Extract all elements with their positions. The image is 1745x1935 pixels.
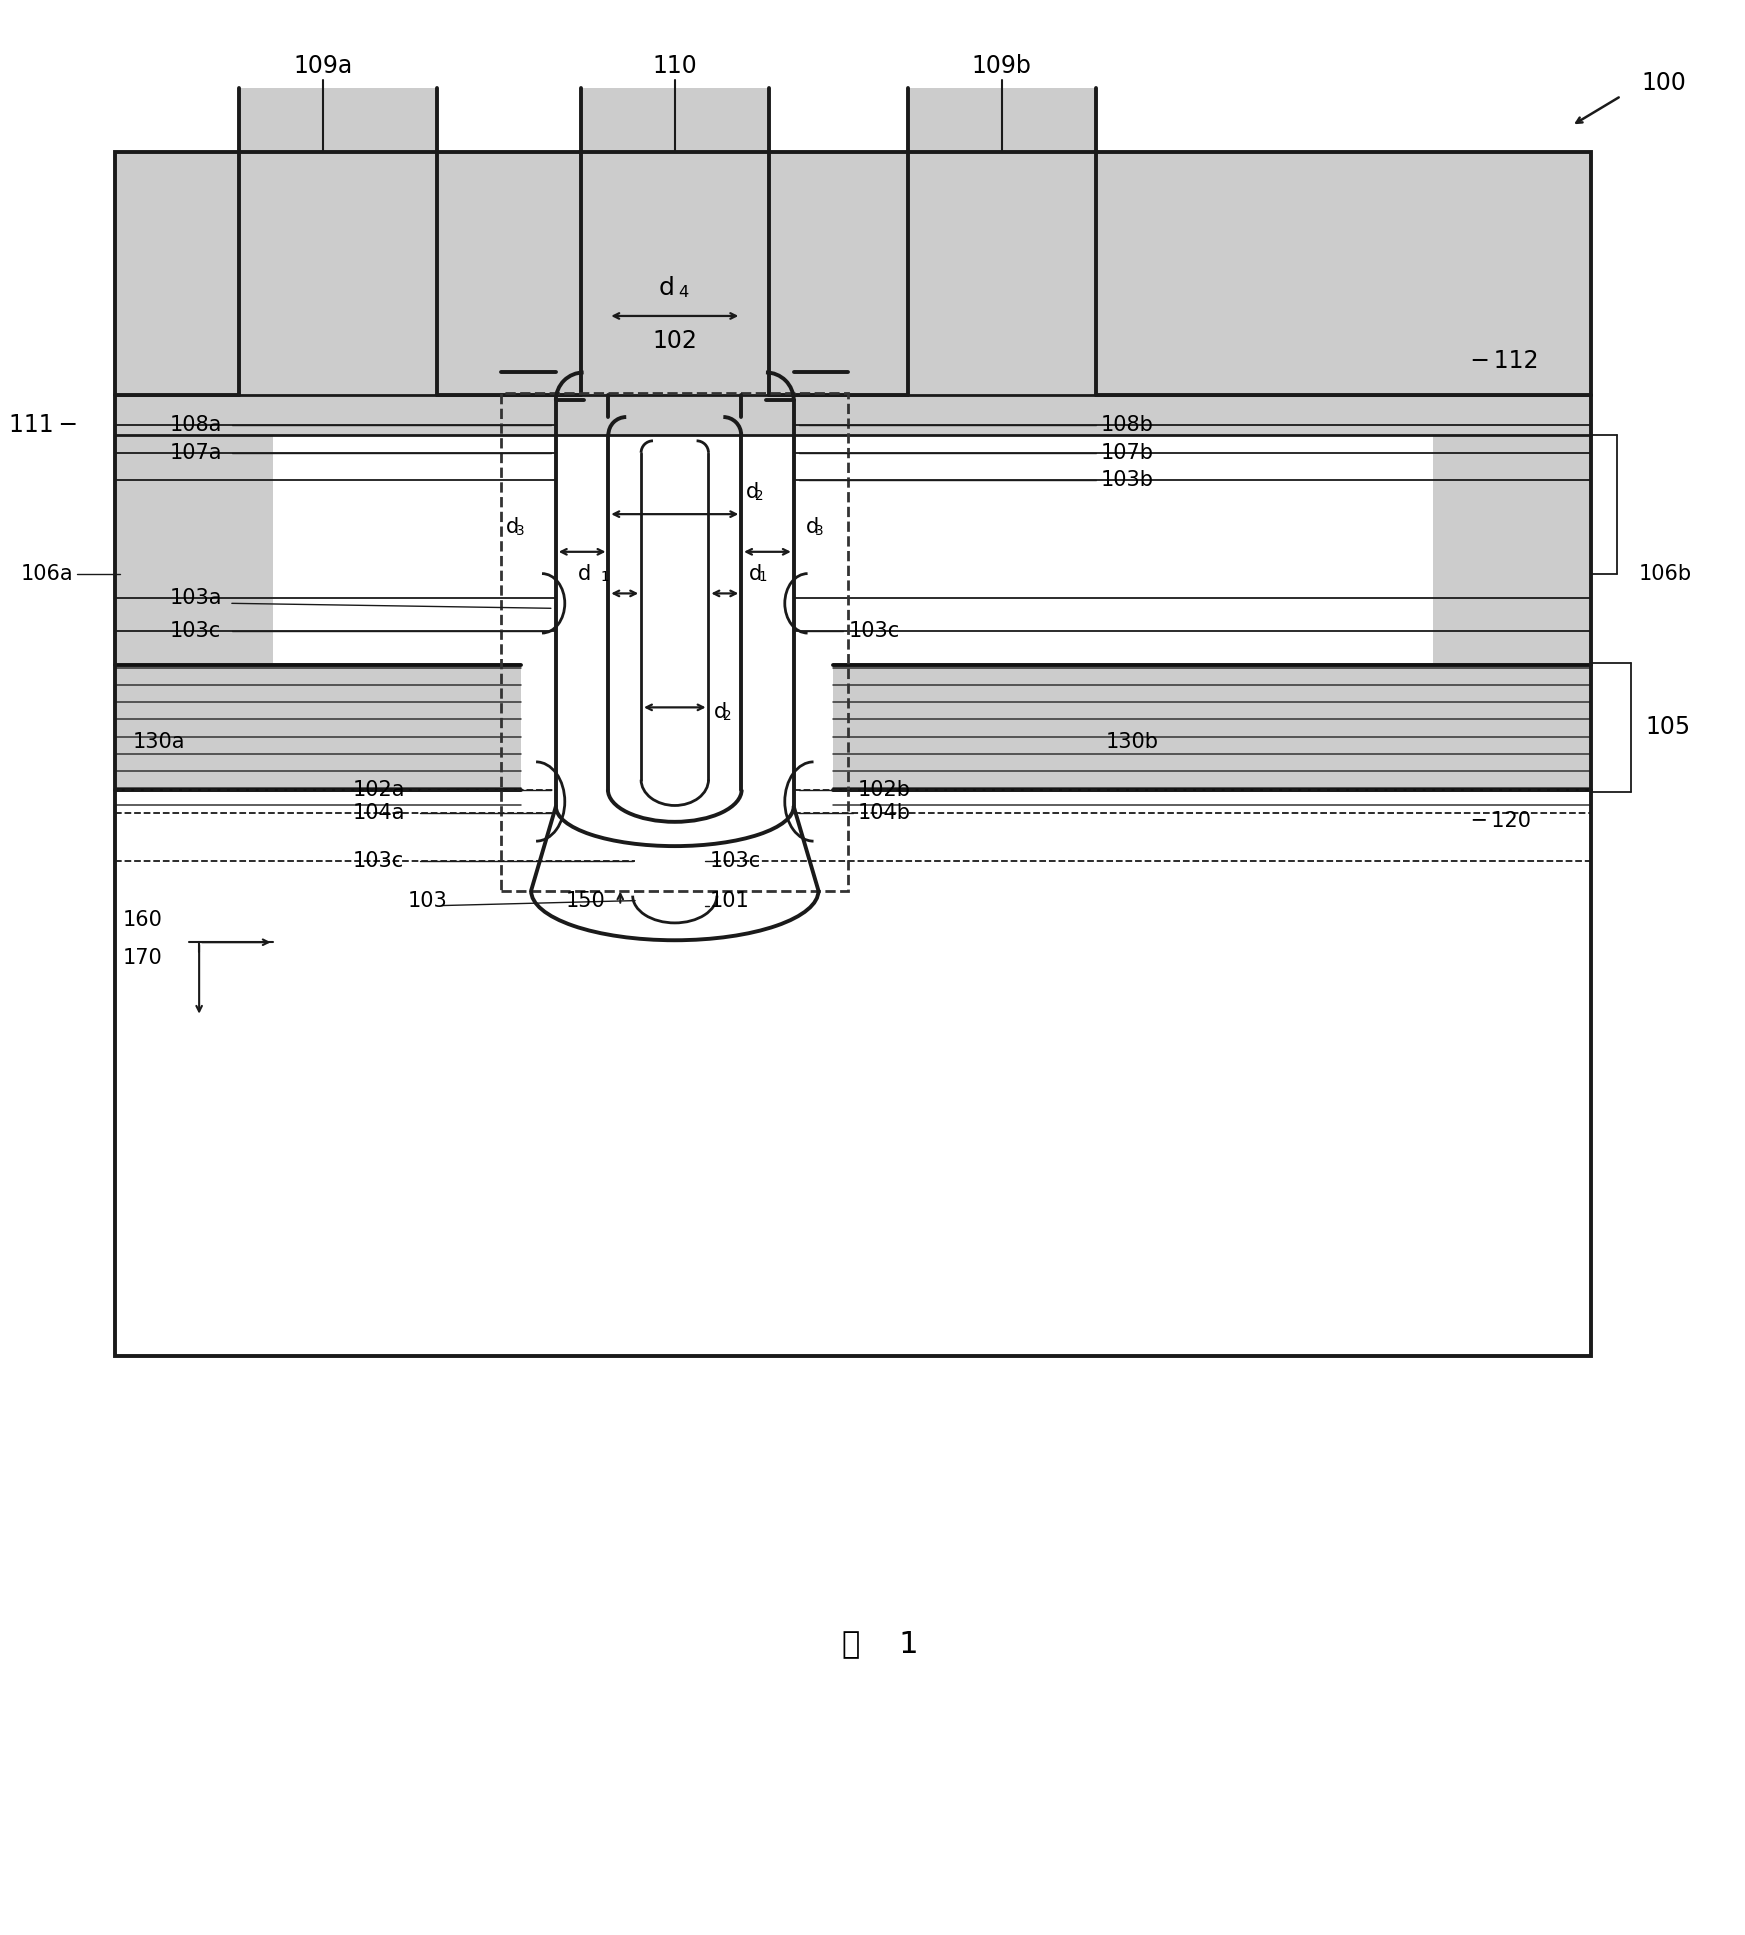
Text: 3: 3: [515, 524, 524, 538]
Text: 108a: 108a: [169, 414, 222, 435]
Text: 103c: 103c: [848, 621, 899, 640]
Text: d: d: [749, 563, 763, 584]
Text: 108b: 108b: [1101, 414, 1153, 435]
Text: 103a: 103a: [169, 588, 222, 608]
Bar: [115, 395, 1591, 435]
Text: d: d: [578, 563, 592, 584]
Bar: [907, 87, 1096, 157]
Text: 109a: 109a: [293, 54, 352, 77]
Bar: [115, 664, 522, 791]
Bar: [581, 87, 770, 157]
Text: ─ 120: ─ 120: [1473, 811, 1532, 832]
Text: 105: 105: [1646, 716, 1691, 739]
Text: d: d: [506, 517, 520, 538]
Text: d: d: [660, 277, 675, 300]
Text: 130a: 130a: [133, 731, 185, 753]
Text: 102: 102: [653, 329, 698, 352]
Text: 150: 150: [565, 890, 606, 911]
Text: 104a: 104a: [352, 803, 405, 824]
Text: 102a: 102a: [352, 780, 405, 799]
Text: 160: 160: [122, 911, 162, 931]
Text: 110: 110: [653, 54, 698, 77]
Text: 2: 2: [722, 708, 731, 724]
Text: 图    1: 图 1: [841, 1629, 918, 1658]
Text: 103c: 103c: [169, 621, 220, 640]
Text: 102b: 102b: [859, 780, 911, 799]
Text: ─ 112: ─ 112: [1473, 348, 1539, 373]
Text: 101: 101: [710, 890, 749, 911]
Text: d: d: [714, 702, 726, 722]
Bar: [1433, 153, 1591, 664]
Text: d: d: [806, 517, 818, 538]
Bar: [239, 87, 436, 157]
Text: 3: 3: [815, 524, 824, 538]
Bar: [115, 153, 1591, 395]
Text: 103c: 103c: [352, 851, 405, 871]
Text: 109b: 109b: [972, 54, 1031, 77]
Text: 103: 103: [407, 890, 447, 911]
Text: 107b: 107b: [1101, 443, 1153, 462]
Text: 103b: 103b: [1101, 470, 1153, 490]
Text: 2: 2: [756, 490, 764, 503]
Text: 1: 1: [600, 571, 609, 584]
Text: 170: 170: [122, 948, 162, 968]
Bar: [501, 393, 848, 890]
Text: 1: 1: [759, 571, 766, 584]
Text: d: d: [747, 482, 759, 503]
Text: 111 ─: 111 ─: [9, 412, 75, 437]
Bar: [834, 664, 1591, 791]
Bar: [115, 153, 274, 664]
Text: 107a: 107a: [169, 443, 222, 462]
Text: 104b: 104b: [859, 803, 911, 824]
Text: 100: 100: [1640, 72, 1686, 95]
Text: 130b: 130b: [1106, 731, 1159, 753]
Bar: [115, 153, 1591, 1356]
Text: 4: 4: [677, 284, 688, 300]
Text: 103c: 103c: [710, 851, 761, 871]
Text: 106b: 106b: [1639, 563, 1693, 584]
Text: 106a: 106a: [21, 563, 73, 584]
